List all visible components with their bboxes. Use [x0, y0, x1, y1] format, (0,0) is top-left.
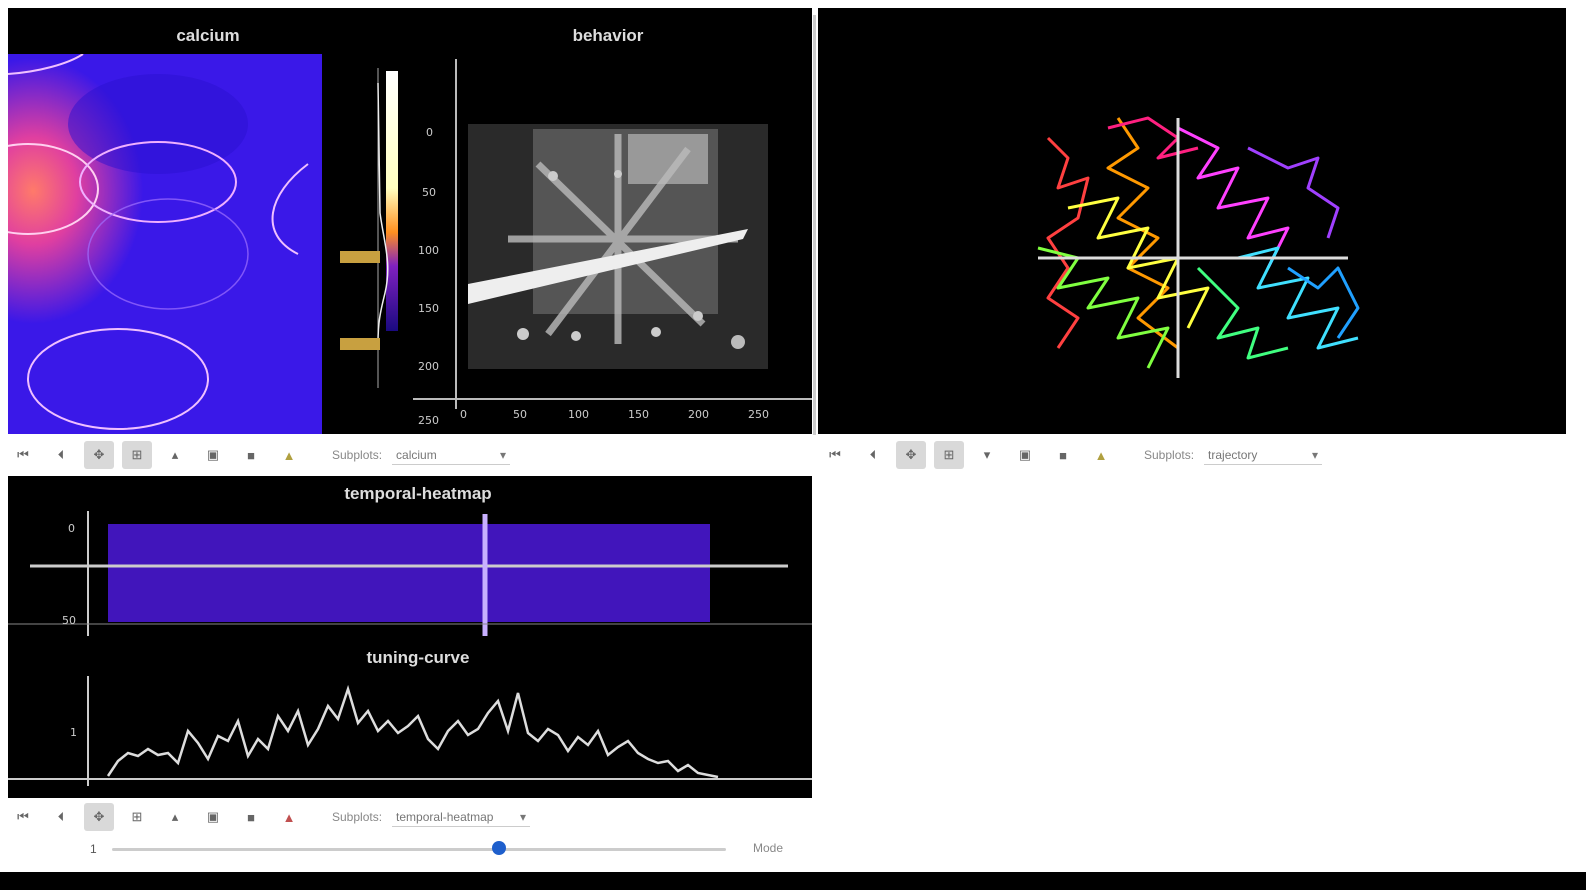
toolbar-bottom: ⏮ ⏴ ✥ ⊞ ▴ ▣ ■ ▲ Subplots: temporal-heatm… — [8, 800, 812, 834]
behavior-xtick: 250 — [748, 408, 769, 421]
time-slider-row: 1 Mode — [8, 836, 812, 864]
mode-label: Mode — [753, 841, 784, 855]
bell-icon[interactable]: ▲ — [282, 809, 296, 825]
slider-start-label: 1 — [90, 842, 97, 856]
subplots-select-value: trajectory — [1208, 447, 1258, 462]
chevron-down-icon: ▾ — [520, 809, 527, 824]
subplots-select-value: calcium — [396, 447, 437, 462]
calcium-behavior-panel: calcium behavior — [8, 8, 812, 434]
toolbar-top-right: ⏮ ⏴ ✥ ⊞ ▾ ▣ ■ ▲ Subplots: trajectory ▾ — [820, 438, 1566, 472]
subplots-config-button[interactable]: ▴ — [171, 447, 179, 462]
heatmap-ytick: 0 — [68, 522, 75, 535]
home-button[interactable]: ⏮ — [829, 447, 841, 462]
trajectory-plot[interactable] — [818, 8, 1566, 434]
subplots-label: Subplots: — [332, 448, 383, 462]
save-button[interactable]: ▣ — [1018, 447, 1032, 462]
bell-icon[interactable]: ▲ — [282, 447, 296, 463]
behavior-ytick: 0 — [426, 126, 433, 139]
behavior-xtick: 100 — [568, 408, 589, 421]
subplots-select-value: temporal-heatmap — [396, 809, 494, 824]
tuning-plot[interactable] — [8, 671, 812, 791]
panel-divider[interactable] — [813, 15, 816, 435]
toolbar-top-left: ⏮ ⏴ ✥ ⊞ ▴ ▣ ■ ▲ Subplots: calcium ▾ — [8, 438, 812, 472]
behavior-xtick: 50 — [513, 408, 527, 421]
heatmap-ytick: 50 — [62, 614, 76, 627]
zoom-button[interactable]: ⊞ — [122, 441, 152, 469]
subplots-config-button[interactable]: ▾ — [983, 447, 991, 462]
back-button[interactable]: ⏴ — [57, 809, 65, 824]
record-button[interactable]: ■ — [1059, 447, 1067, 463]
time-slider-track[interactable] — [112, 848, 726, 851]
subplots-config-button[interactable]: ▴ — [171, 809, 179, 824]
calcium-image[interactable] — [8, 54, 322, 434]
behavior-plot[interactable] — [408, 54, 812, 434]
behavior-xtick: 200 — [688, 408, 709, 421]
time-slider-handle[interactable] — [491, 841, 506, 855]
zoom-button[interactable]: ⊞ — [934, 441, 964, 469]
chevron-down-icon: ▾ — [1312, 447, 1319, 462]
record-button[interactable]: ■ — [247, 447, 255, 463]
behavior-xtick: 150 — [628, 408, 649, 421]
behavior-ytick: 50 — [422, 186, 436, 199]
behavior-ytick: 100 — [418, 244, 439, 257]
zoom-button[interactable]: ⊞ — [131, 809, 143, 824]
home-button[interactable]: ⏮ — [17, 447, 29, 462]
subplots-label: Subplots: — [332, 810, 383, 824]
calcium-title: calcium — [176, 26, 240, 45]
chevron-down-icon: ▾ — [500, 447, 507, 462]
tuning-ytick: 1 — [70, 726, 77, 739]
save-button[interactable]: ▣ — [206, 809, 220, 824]
bottom-bar — [0, 872, 1586, 890]
heatmap-panel: temporal-heatmap 0 50 tuning-curve 1 — [8, 476, 812, 798]
subplots-select[interactable]: calcium ▾ — [392, 446, 511, 465]
heatmap-title: temporal-heatmap — [344, 484, 492, 503]
save-button[interactable]: ▣ — [206, 447, 220, 462]
pan-button[interactable]: ✥ — [84, 441, 114, 469]
back-button[interactable]: ⏴ — [869, 447, 877, 462]
pan-button[interactable]: ✥ — [896, 441, 926, 469]
behavior-title: behavior — [572, 26, 644, 45]
behavior-ytick: 150 — [418, 302, 439, 315]
behavior-ytick: 250 — [418, 414, 439, 427]
behavior-xtick: 0 — [460, 408, 467, 421]
subplots-select[interactable]: trajectory ▾ — [1204, 446, 1323, 465]
record-button[interactable]: ■ — [247, 809, 255, 825]
behavior-ytick: 200 — [418, 360, 439, 373]
trajectory-panel — [818, 8, 1566, 434]
home-button[interactable]: ⏮ — [17, 809, 29, 824]
subplots-label: Subplots: — [1144, 448, 1195, 462]
bell-icon[interactable]: ▲ — [1094, 447, 1108, 463]
heatmap-plot[interactable] — [8, 506, 812, 636]
tuning-curve-line — [106, 684, 719, 779]
subplots-select[interactable]: temporal-heatmap ▾ — [392, 808, 531, 827]
pan-button[interactable]: ✥ — [84, 803, 114, 831]
back-button[interactable]: ⏴ — [57, 447, 65, 462]
colorbar[interactable] — [330, 63, 410, 393]
tuning-title: tuning-curve — [366, 648, 470, 667]
